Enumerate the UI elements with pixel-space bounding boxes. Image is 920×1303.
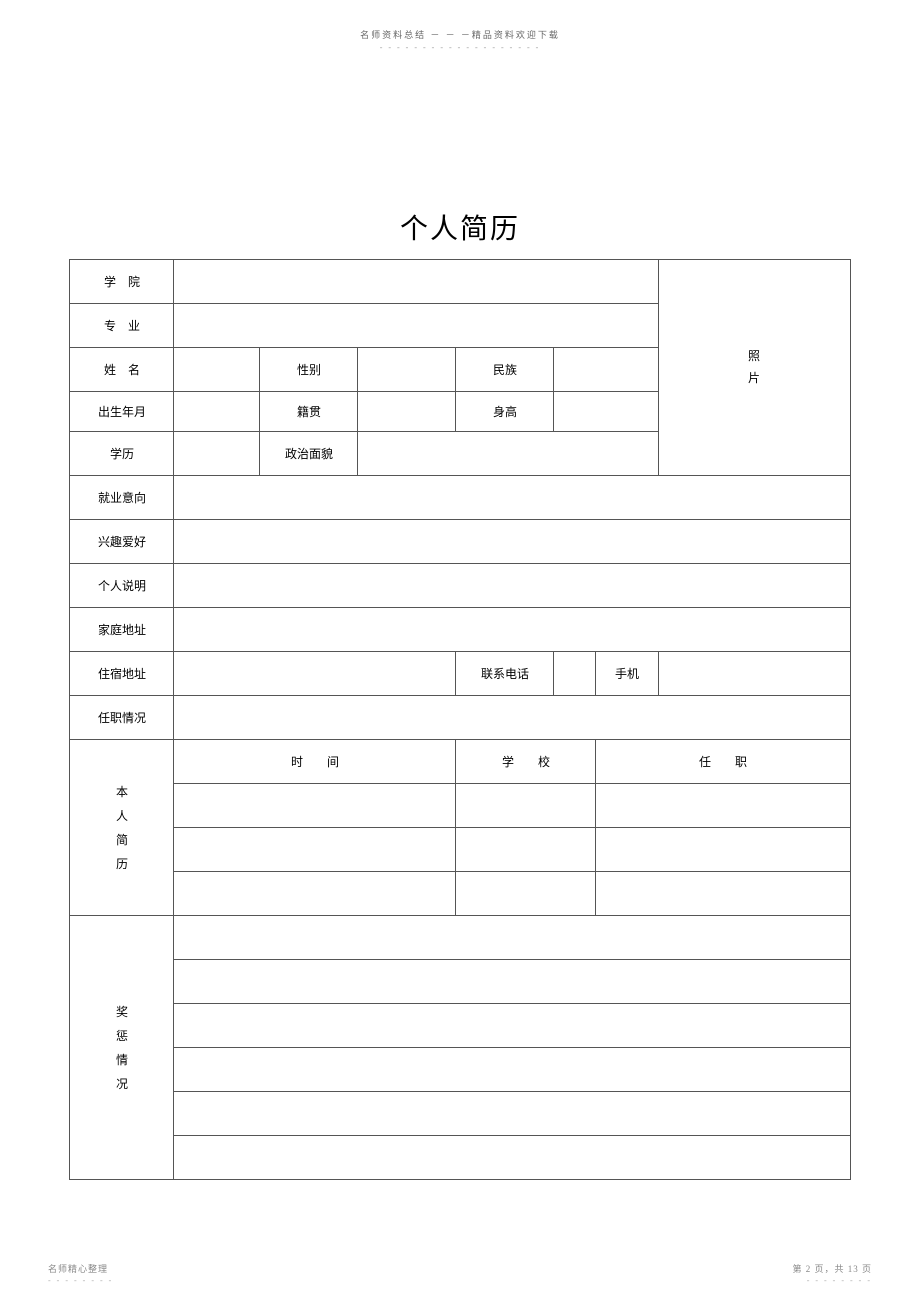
label-resume: 本人简历 (70, 740, 174, 916)
field-height (554, 392, 658, 432)
label-origin: 籍贯 (260, 392, 358, 432)
label-height: 身高 (456, 392, 554, 432)
field-mobile (658, 652, 850, 696)
field-education (174, 432, 260, 476)
awards-label-text: 奖惩情况 (116, 1005, 128, 1091)
field-birth (174, 392, 260, 432)
footer-left-dashes: - - - - - - - - (48, 1276, 113, 1285)
field-position-3 (596, 872, 850, 916)
field-position-2 (596, 828, 850, 872)
field-award-5 (174, 1092, 850, 1136)
label-employment: 任职情况 (70, 696, 174, 740)
label-major: 专 业 (70, 304, 174, 348)
label-gender: 性别 (260, 348, 358, 392)
label-time: 时 间 (174, 740, 456, 784)
field-time-1 (174, 784, 456, 828)
resume-form-table: 学 院 照片 专 业 姓 名 性别 民族 出生年月 籍贯 身高 学历 政治面貌 … (69, 259, 850, 1180)
footer-left: 名师精心整理 (48, 1262, 108, 1275)
header-dashes: - - - - - - - - - - - - - - - - - - - (0, 43, 920, 52)
field-ethnicity (554, 348, 658, 392)
field-time-3 (174, 872, 456, 916)
field-award-1 (174, 916, 850, 960)
field-employment (174, 696, 850, 740)
field-phone (554, 652, 596, 696)
field-home-address (174, 608, 850, 652)
label-school: 学 校 (456, 740, 596, 784)
page-title: 个人简历 (0, 207, 920, 247)
field-name (174, 348, 260, 392)
resume-label-text: 本人简历 (116, 785, 128, 871)
photo-cell: 照片 (658, 260, 850, 476)
field-time-2 (174, 828, 456, 872)
label-mobile: 手机 (596, 652, 658, 696)
label-description: 个人说明 (70, 564, 174, 608)
header-text: 名师资料总结 － － －精品资料欢迎下载 (0, 0, 920, 41)
field-award-3 (174, 1004, 850, 1048)
field-intention (174, 476, 850, 520)
label-hobbies: 兴趣爱好 (70, 520, 174, 564)
field-school-1 (456, 784, 596, 828)
field-dorm-address (174, 652, 456, 696)
label-awards: 奖惩情况 (70, 916, 174, 1180)
field-description (174, 564, 850, 608)
field-gender (358, 348, 456, 392)
label-ethnicity: 民族 (456, 348, 554, 392)
label-phone: 联系电话 (456, 652, 554, 696)
field-political (358, 432, 658, 476)
field-college (174, 260, 658, 304)
field-origin (358, 392, 456, 432)
field-position-1 (596, 784, 850, 828)
label-home-address: 家庭地址 (70, 608, 174, 652)
photo-label: 照片 (748, 349, 760, 385)
label-birth: 出生年月 (70, 392, 174, 432)
field-award-4 (174, 1048, 850, 1092)
footer-right-dashes: - - - - - - - - (807, 1276, 872, 1285)
label-name: 姓 名 (70, 348, 174, 392)
field-award-2 (174, 960, 850, 1004)
label-position: 任 职 (596, 740, 850, 784)
label-dorm-address: 住宿地址 (70, 652, 174, 696)
field-award-6 (174, 1136, 850, 1180)
label-college: 学 院 (70, 260, 174, 304)
field-school-2 (456, 828, 596, 872)
field-major (174, 304, 658, 348)
label-intention: 就业意向 (70, 476, 174, 520)
footer-right: 第 2 页，共 13 页 (792, 1262, 872, 1275)
label-education: 学历 (70, 432, 174, 476)
label-political: 政治面貌 (260, 432, 358, 476)
field-hobbies (174, 520, 850, 564)
field-school-3 (456, 872, 596, 916)
